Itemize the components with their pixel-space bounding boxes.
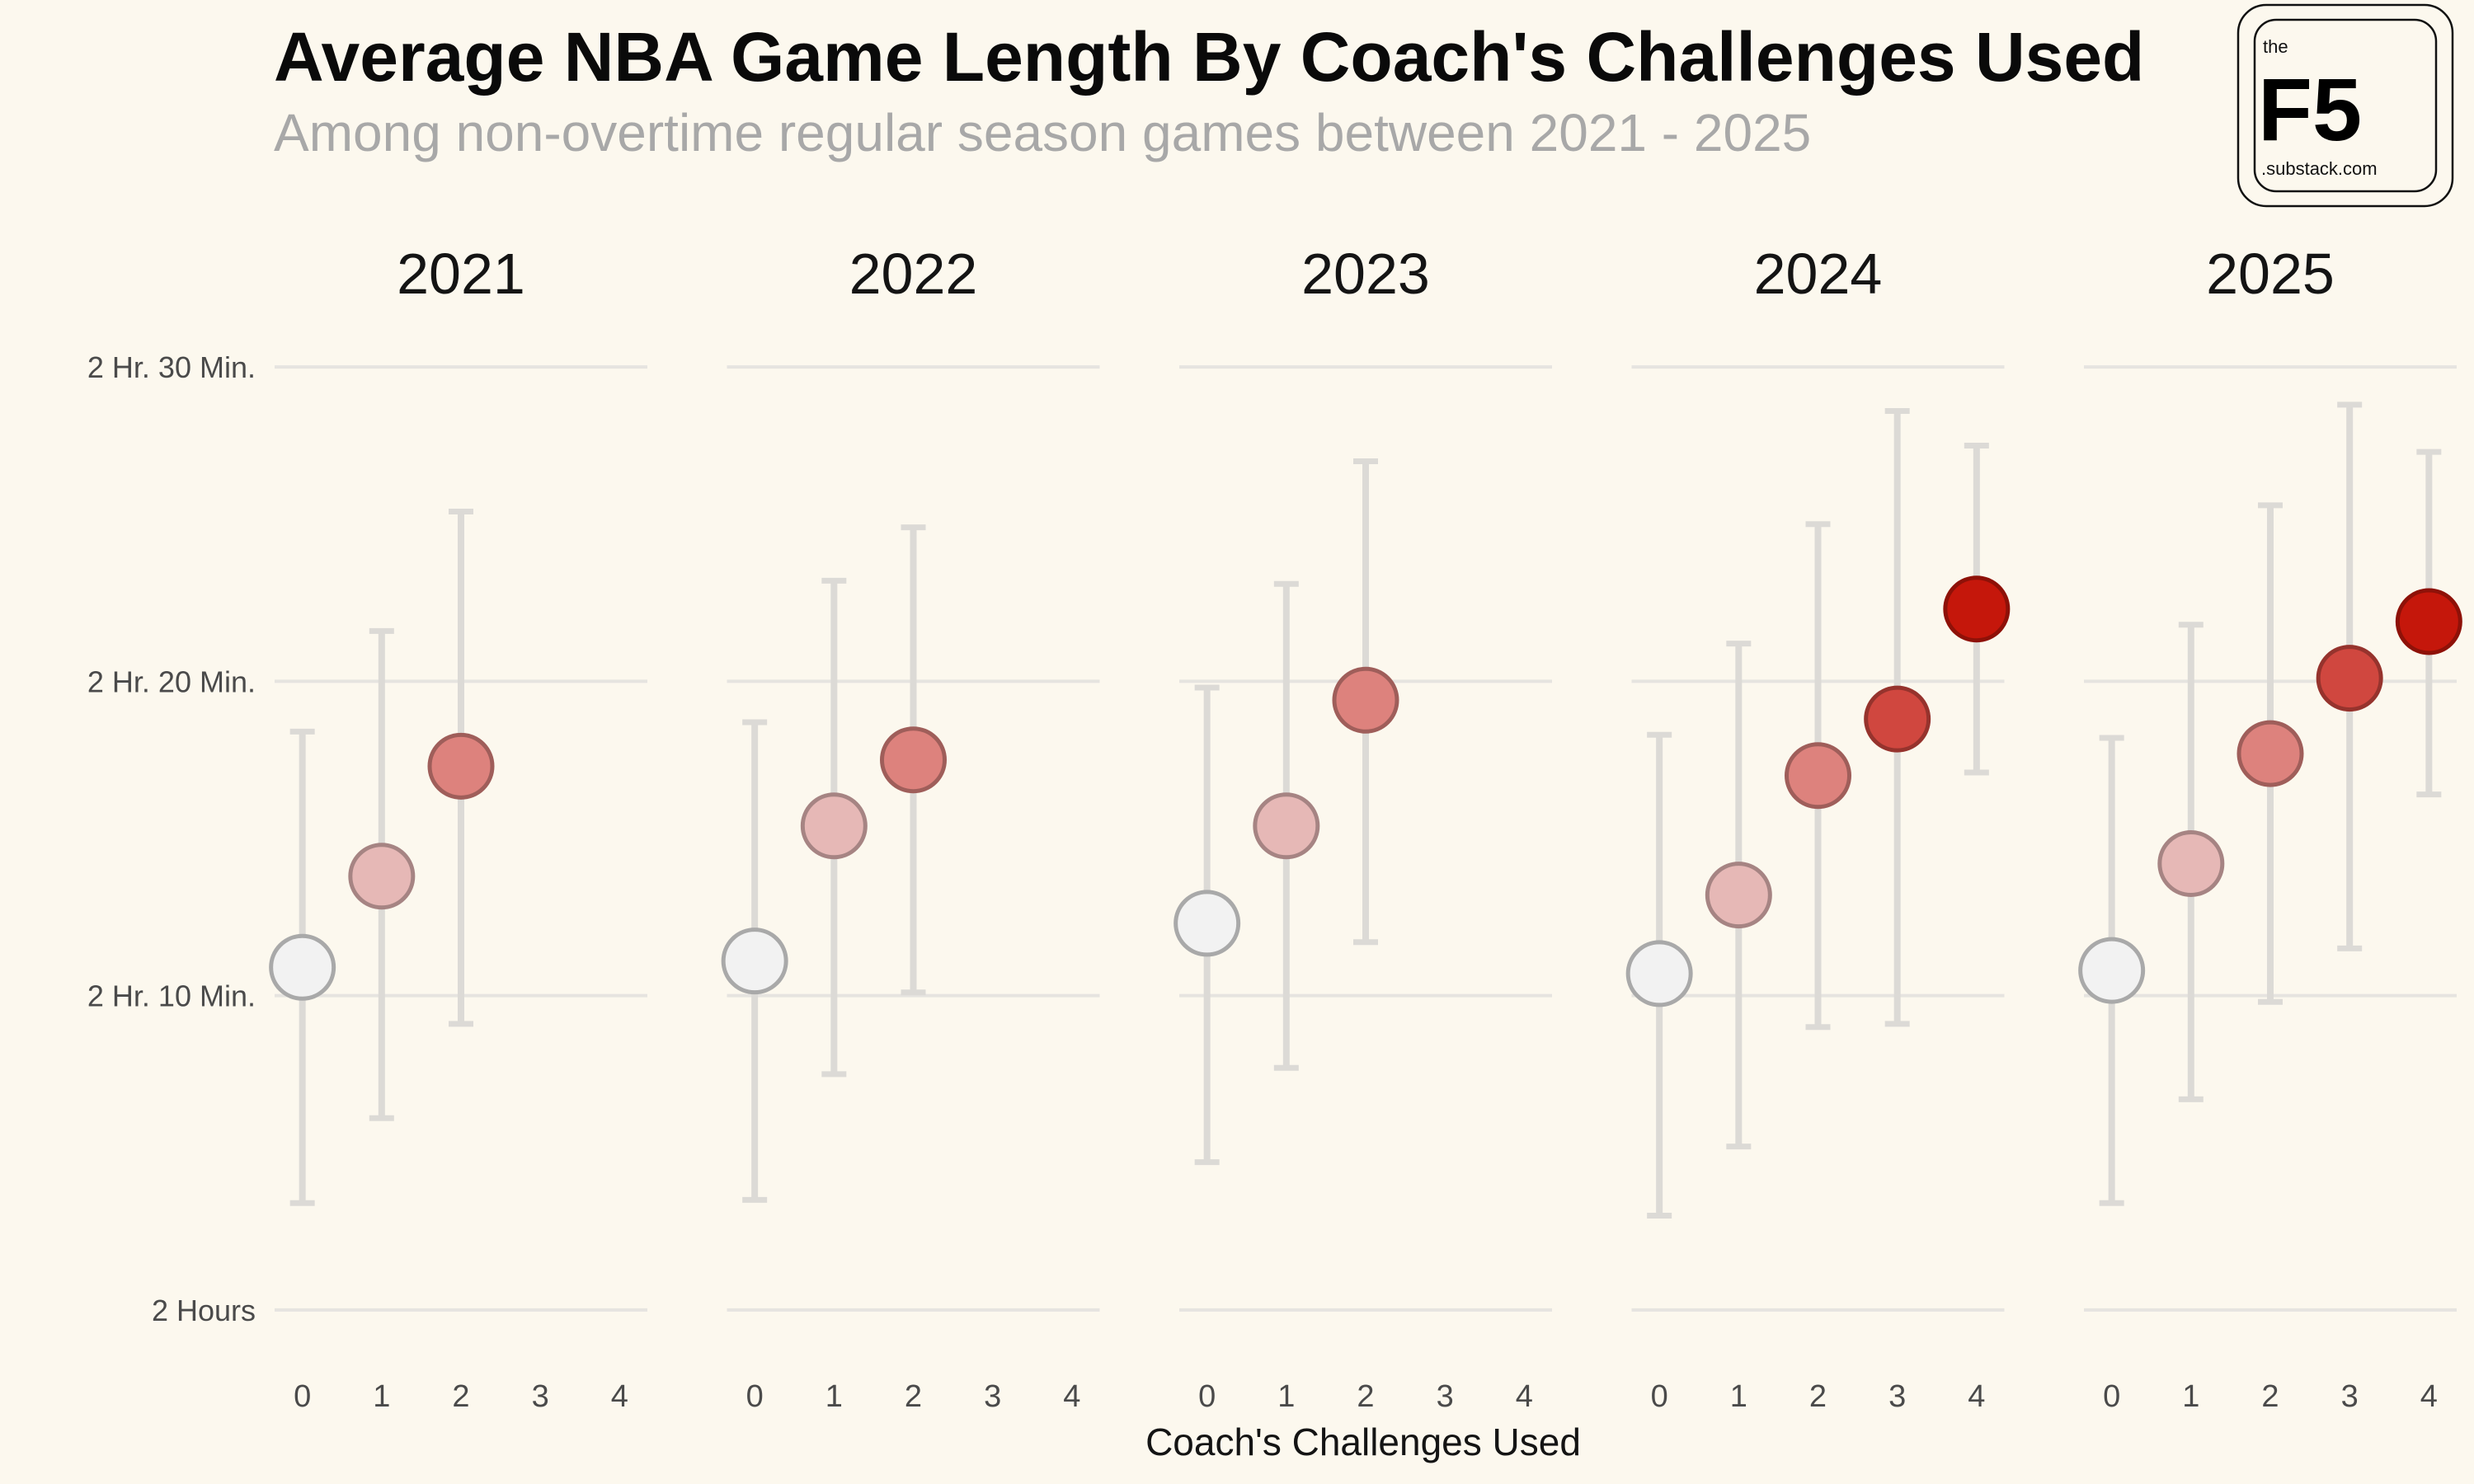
data-point xyxy=(1943,575,2011,643)
data-point xyxy=(1174,890,1241,957)
data-point xyxy=(2157,829,2225,897)
data-point xyxy=(721,928,788,995)
facet-label: 2025 xyxy=(2206,242,2335,306)
data-point xyxy=(1864,685,1931,753)
x-tick-label: 3 xyxy=(1888,1379,1906,1414)
x-tick-label: 4 xyxy=(1968,1379,1985,1414)
data-point xyxy=(1332,666,1399,734)
y-tick-label: 2 Hr. 10 Min. xyxy=(87,979,256,1013)
chart-subtitle: Among non-overtime regular season games … xyxy=(274,103,1811,162)
x-tick-label: 3 xyxy=(1437,1379,1454,1414)
data-point xyxy=(880,726,947,794)
x-tick-label: 1 xyxy=(1277,1379,1295,1414)
x-tick-label: 0 xyxy=(746,1379,764,1414)
logo-inner-frame xyxy=(2253,18,2438,193)
x-tick-label: 3 xyxy=(984,1379,1001,1414)
facet-panel-2024: 2024 0 1 2 3 4 xyxy=(1625,242,2011,1414)
x-tick-label: 0 xyxy=(294,1379,311,1414)
facet-panel-2023: 2023 0 1 2 3 4 xyxy=(1174,242,1552,1414)
data-point xyxy=(1625,940,1693,1007)
x-tick-label: 0 xyxy=(1651,1379,1668,1414)
f5-logo: the F5 .substack.com xyxy=(2236,3,2454,208)
y-tick-label: 2 Hr. 20 Min. xyxy=(87,665,256,698)
x-tick-label: 4 xyxy=(1063,1379,1080,1414)
facet-label: 2023 xyxy=(1301,242,1430,306)
x-tick-label: 1 xyxy=(1730,1379,1747,1414)
y-tick-label: 2 Hours xyxy=(152,1294,256,1327)
logo-outer-frame xyxy=(2236,3,2454,208)
data-point xyxy=(2236,720,2304,787)
facet-label: 2024 xyxy=(1754,242,1883,306)
x-tick-label: 4 xyxy=(611,1379,628,1414)
logo-url: .substack.com xyxy=(2261,158,2378,179)
logo-the: the xyxy=(2263,36,2288,57)
data-point xyxy=(269,933,336,1001)
data-point xyxy=(800,792,868,860)
data-point xyxy=(348,843,416,910)
data-point xyxy=(2395,588,2462,655)
data-point xyxy=(1253,792,1320,860)
data-point xyxy=(427,732,495,800)
x-tick-label: 0 xyxy=(1198,1379,1216,1414)
x-tick-label: 1 xyxy=(373,1379,390,1414)
data-point xyxy=(2078,937,2146,1004)
x-tick-label: 2 xyxy=(1809,1379,1827,1414)
data-point xyxy=(1705,862,1772,929)
x-tick-label: 0 xyxy=(2103,1379,2120,1414)
chart-title: Average NBA Game Length By Coach's Chall… xyxy=(274,18,2144,96)
facet-label: 2022 xyxy=(849,242,978,306)
facet-panel-2022: 2022 0 1 2 3 4 xyxy=(721,242,1100,1414)
x-tick-label: 2 xyxy=(452,1379,469,1414)
x-tick-label: 3 xyxy=(532,1379,549,1414)
y-axis-labels: 2 Hours 2 Hr. 10 Min. 2 Hr. 20 Min. 2 Hr. 3… xyxy=(87,350,256,1327)
facet-panel-2025: 2025 0 1 2 3 4 xyxy=(2078,242,2462,1414)
x-tick-label: 2 xyxy=(905,1379,922,1414)
x-tick-label: 2 xyxy=(1357,1379,1374,1414)
x-tick-label: 4 xyxy=(1516,1379,1533,1414)
data-point xyxy=(2316,645,2383,712)
facet-panel-2021: 2021 0 1 2 3 4 xyxy=(269,242,647,1414)
x-tick-label: 2 xyxy=(2261,1379,2279,1414)
x-tick-label: 1 xyxy=(825,1379,843,1414)
x-axis-title: Coach's Challenges Used xyxy=(1145,1421,1581,1463)
x-tick-label: 4 xyxy=(2420,1379,2438,1414)
data-point xyxy=(1785,742,1851,810)
logo-f5: F5 xyxy=(2258,59,2362,159)
x-tick-label: 3 xyxy=(2341,1379,2359,1414)
x-tick-label: 1 xyxy=(2182,1379,2199,1414)
facet-label: 2021 xyxy=(397,242,525,306)
y-tick-label: 2 Hr. 30 Min. xyxy=(87,350,256,384)
